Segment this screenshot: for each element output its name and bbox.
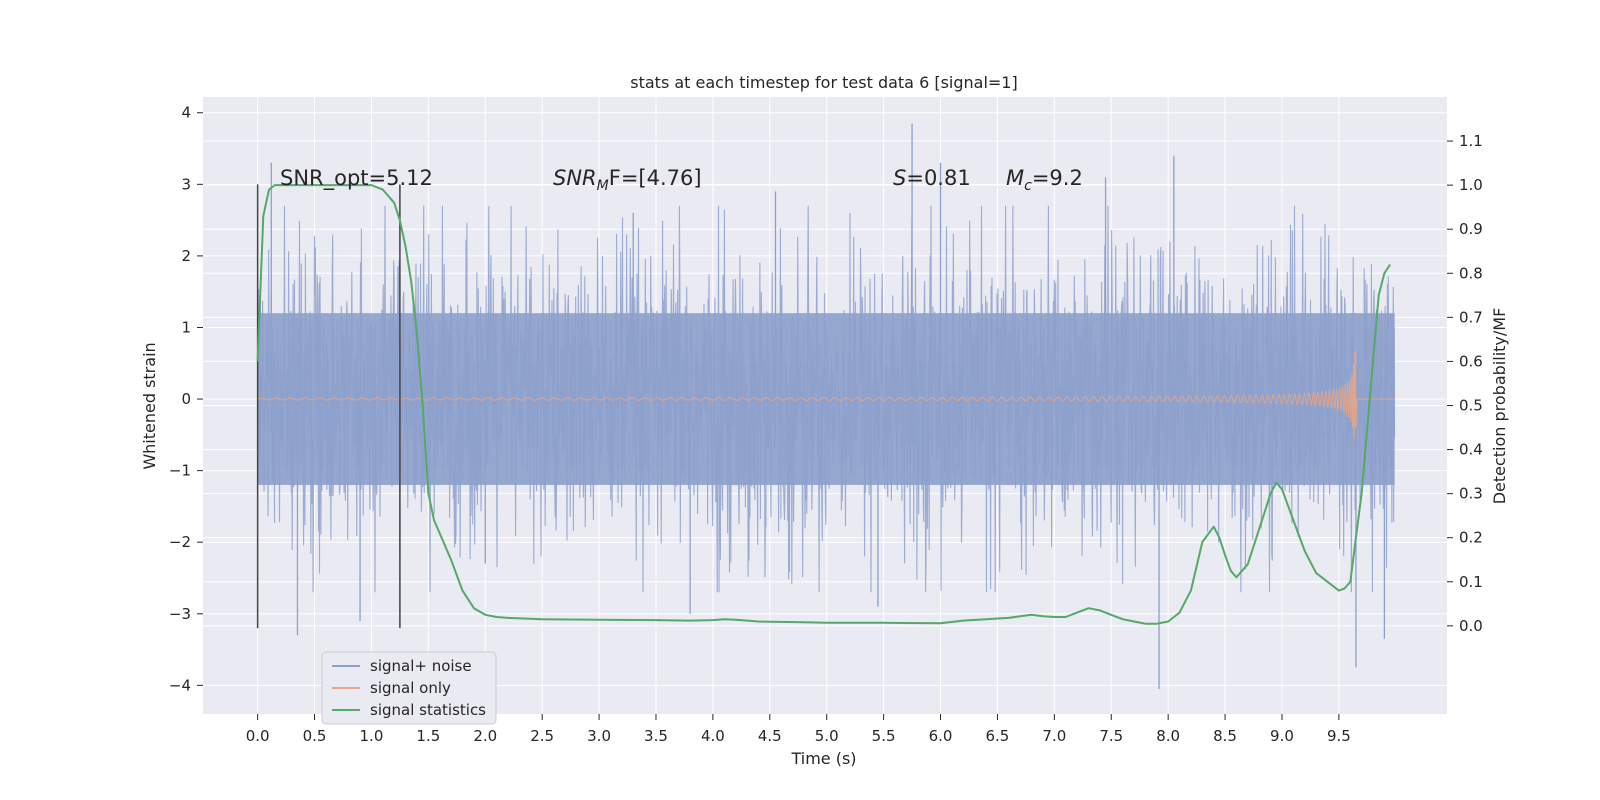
x-tick-label: 1.0 (360, 727, 384, 745)
y2-tick-label: 1.1 (1459, 132, 1483, 150)
y-tick-label: −4 (169, 676, 191, 694)
y-tick-label: 2 (181, 247, 191, 265)
y2-tick-label: 0.1 (1459, 573, 1483, 591)
x-tick-label: 4.5 (758, 727, 782, 745)
series-signal-only (257, 348, 1395, 439)
x-tick-label: 1.5 (416, 727, 440, 745)
x-axis: 0.0 0.5 1.0 1.5 2.0 2.5 3.0 3.5 4.0 4.5 5.0 5.5 6.0 6… (246, 714, 1351, 745)
y-tick-label: 0 (181, 390, 191, 408)
signal-only-line (257, 348, 1395, 439)
y-tick-label: 3 (181, 175, 191, 193)
annotation-mc: Mc=9.2 (1006, 166, 1083, 194)
x-tick-label: 3.0 (587, 727, 611, 745)
vertical-markers (256, 184, 401, 629)
y-tick-label: 1 (181, 318, 191, 336)
x-tick-label: 7.5 (1099, 727, 1123, 745)
y2-tick-label: 0.7 (1459, 308, 1483, 326)
y2-tick-label: 0.4 (1459, 441, 1483, 459)
y-tick-label: −2 (169, 533, 191, 551)
x-tick-label: 2.0 (473, 727, 497, 745)
y2-tick-label: 0.9 (1459, 220, 1483, 238)
signal-statistics-line (256, 184, 1391, 625)
y2-tick-label: 0.5 (1459, 397, 1483, 415)
y-axis-left: 4 3 2 1 0 −1 −2 −3 −4 (169, 104, 203, 694)
x-tick-label: 4.0 (701, 727, 725, 745)
y-tick-label: 4 (181, 104, 191, 122)
annotation-s: S=0.81 (893, 166, 971, 190)
y-axis-right-label: Detection probability/MF (1490, 308, 1509, 505)
y-axis-right: 1.1 1.0 0.9 0.8 0.7 0.6 0.5 0.4 0.3 0.2 0.1 0.0 (1447, 132, 1483, 635)
x-tick-label: 9.0 (1270, 727, 1294, 745)
legend-box (321, 651, 497, 725)
series-signal-statistics (256, 184, 1391, 625)
y2-tick-label: 0.3 (1459, 485, 1483, 503)
x-tick-label: 5.0 (815, 727, 839, 745)
annotation-snr-mf: SNRMF=[4.76] (553, 166, 702, 194)
y-axis-label: Whitened strain (140, 342, 159, 469)
x-tick-label: 2.5 (530, 727, 554, 745)
x-axis-label: Time (s) (790, 749, 856, 768)
y2-tick-label: 0.6 (1459, 352, 1483, 370)
x-tick-label: 6.0 (929, 727, 953, 745)
y2-tick-label: 0.8 (1459, 264, 1483, 282)
annotation-snr-opt: SNR_opt=5.12 (280, 166, 433, 191)
annotations: SNR_opt=5.12 SNRMF=[4.76] S=0.81 Mc=9.2 (280, 166, 1083, 194)
x-tick-label: 3.5 (644, 727, 668, 745)
y2-tick-label: 0.0 (1459, 617, 1483, 635)
x-tick-label: 5.5 (872, 727, 896, 745)
legend-label-signal-only: signal only (370, 679, 451, 697)
x-tick-label: 9.5 (1327, 727, 1351, 745)
y-tick-label: −3 (169, 605, 191, 623)
chart-title: stats at each timestep for test data 6 [… (630, 73, 1017, 92)
x-tick-label: 6.5 (986, 727, 1010, 745)
legend-label-signal-noise: signal+ noise (370, 657, 472, 675)
y2-tick-label: 1.0 (1459, 176, 1483, 194)
x-tick-label: 8.5 (1213, 727, 1237, 745)
x-tick-label: 0.0 (246, 727, 270, 745)
x-tick-label: 8.0 (1156, 727, 1180, 745)
y-tick-label: −1 (169, 462, 191, 480)
y2-tick-label: 0.2 (1459, 529, 1483, 547)
x-tick-label: 0.5 (303, 727, 327, 745)
legend: signal+ noise signal only signal statist… (321, 651, 497, 725)
legend-label-signal-statistics: signal statistics (370, 701, 486, 719)
x-tick-label: 7.0 (1042, 727, 1066, 745)
